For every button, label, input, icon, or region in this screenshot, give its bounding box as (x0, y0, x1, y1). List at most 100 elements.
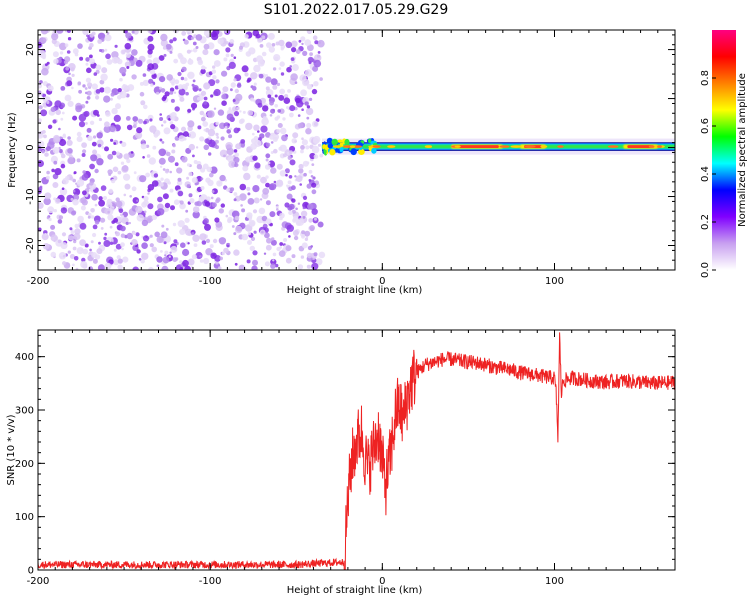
noise-speck (297, 264, 304, 270)
noise-speck (89, 181, 94, 186)
noise-speck (50, 106, 56, 112)
colorbar-tick-label: 0.0 (700, 262, 711, 278)
noise-speck (147, 49, 153, 55)
noise-speck (103, 236, 107, 241)
noise-speck (94, 168, 99, 174)
noise-speck (143, 196, 149, 202)
noise-speck (239, 110, 242, 113)
noise-speck (95, 95, 100, 100)
noise-speck (44, 192, 52, 200)
noise-speck (80, 205, 86, 211)
noise-speck (98, 199, 105, 207)
noise-speck (78, 105, 83, 110)
noise-speck (143, 120, 147, 125)
noise-speck (81, 173, 89, 181)
noise-speck (300, 89, 307, 97)
noise-speck (294, 81, 298, 84)
noise-speck (81, 257, 86, 263)
noise-speck (84, 87, 88, 90)
noise-speck (188, 193, 193, 198)
noise-speck (244, 157, 249, 162)
noise-speck (227, 123, 230, 126)
noise-speck (215, 221, 223, 228)
noise-speck (257, 130, 260, 133)
noise-speck (160, 182, 164, 187)
noise-speck (149, 118, 153, 122)
noise-speck (86, 67, 92, 74)
noise-speck (128, 221, 131, 225)
band-blob (331, 138, 339, 146)
noise-speck (69, 176, 74, 181)
noise-speck (265, 175, 269, 179)
noise-speck (235, 143, 242, 150)
noise-speck (107, 153, 114, 160)
band-blob (329, 149, 336, 156)
noise-speck (204, 201, 211, 207)
noise-speck (75, 267, 79, 270)
noise-speck (158, 148, 167, 157)
noise-speck (181, 156, 188, 163)
noise-speck (264, 261, 270, 267)
noise-speck (121, 141, 127, 147)
noise-speck (90, 215, 95, 219)
noise-speck (234, 215, 240, 221)
noise-speck (210, 166, 218, 174)
noise-speck (170, 205, 175, 211)
noise-speck (278, 94, 285, 101)
noise-speck (92, 149, 98, 155)
noise-speck (297, 122, 304, 129)
noise-speck (160, 88, 166, 93)
noise-speck (295, 97, 301, 104)
noise-speck (192, 206, 200, 213)
band-blob (350, 148, 357, 156)
noise-speck (90, 154, 98, 162)
noise-speck (145, 144, 150, 148)
noise-speck (109, 206, 115, 212)
band-speck (510, 145, 522, 148)
noise-speck (67, 37, 72, 41)
noise-speck (265, 244, 272, 251)
noise-speck (183, 85, 188, 90)
noise-speck (142, 73, 147, 77)
noise-speck (292, 132, 299, 139)
noise-speck (140, 258, 145, 264)
noise-speck (77, 43, 83, 49)
noise-speck (50, 251, 57, 258)
noise-speck (60, 117, 64, 121)
noise-speck (186, 176, 190, 180)
noise-speck (169, 90, 174, 95)
noise-speck (123, 173, 131, 181)
noise-speck (187, 108, 192, 113)
colorbar-tick-label: 0.6 (700, 118, 711, 134)
noise-speck (125, 221, 129, 225)
noise-speck (178, 88, 186, 96)
noise-speck (269, 183, 277, 191)
noise-speck (310, 227, 315, 232)
noise-speck (192, 154, 195, 158)
noise-speck (158, 55, 165, 61)
noise-speck (132, 197, 140, 204)
noise-speck (70, 67, 75, 72)
noise-speck (314, 217, 317, 221)
noise-speck (141, 139, 145, 142)
noise-speck (195, 34, 203, 41)
noise-speck (299, 183, 303, 186)
noise-speck (106, 59, 113, 65)
noise-speck (131, 239, 138, 246)
noise-speck (130, 151, 134, 154)
noise-speck (264, 164, 271, 170)
noise-speck (200, 177, 204, 181)
band-blob (339, 146, 344, 153)
noise-speck (253, 82, 257, 86)
noise-speck (140, 143, 147, 150)
noise-speck (177, 177, 182, 182)
noise-speck (305, 107, 314, 116)
spectrogram-x-ticks: -200 -100 0 100 (27, 30, 676, 287)
noise-speck (66, 139, 73, 146)
noise-speck (265, 200, 271, 206)
noise-speck (284, 94, 289, 99)
noise-speck (53, 58, 59, 65)
noise-speck (115, 197, 120, 202)
noise-speck (225, 53, 230, 58)
